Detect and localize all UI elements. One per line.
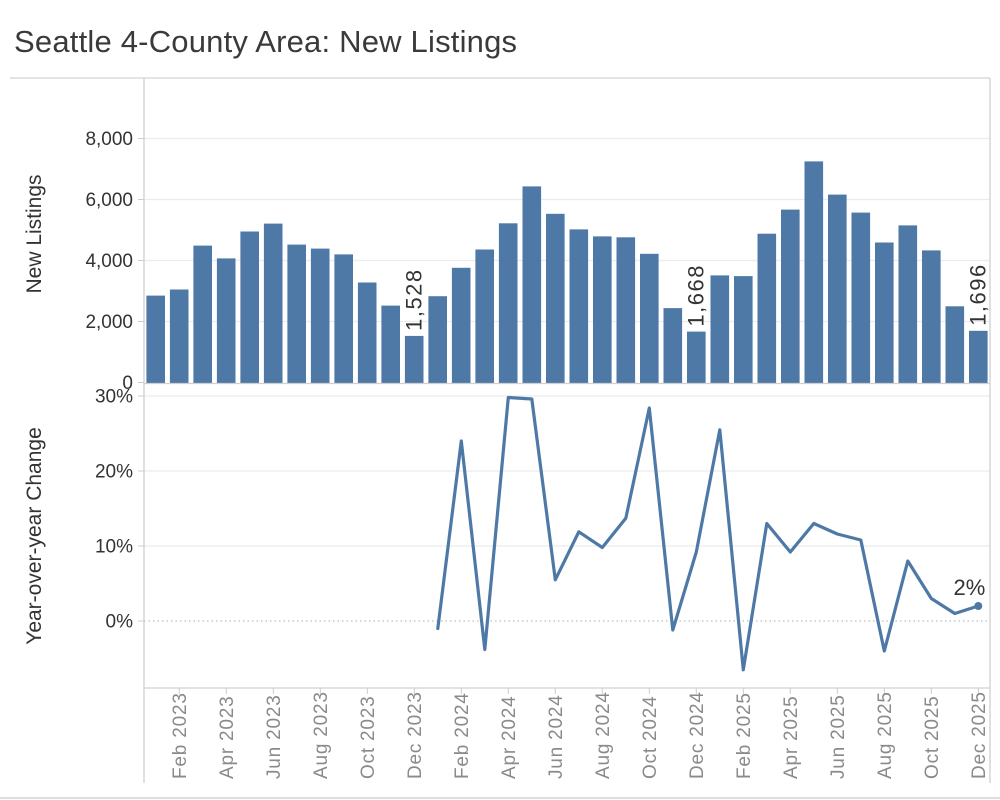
x-tick-label: Feb 2025 (734, 692, 755, 779)
bar[interactable] (169, 289, 189, 384)
x-tick-label: Aug 2025 (875, 691, 896, 779)
x-tick-label: Dec 2023 (405, 691, 426, 779)
bar[interactable] (334, 254, 353, 383)
x-tick-label: Oct 2023 (358, 695, 379, 779)
bar[interactable] (287, 244, 306, 383)
x-tick-label: Feb 2023 (170, 692, 191, 779)
bar[interactable] (687, 331, 706, 383)
bar[interactable] (710, 275, 730, 383)
y-tick-label: 8,000 (85, 129, 133, 150)
y-tick-label: 20% (95, 462, 133, 483)
bar[interactable] (569, 229, 589, 383)
bar[interactable] (851, 212, 871, 383)
bar[interactable] (310, 248, 330, 383)
bar[interactable] (616, 237, 636, 383)
bar[interactable] (640, 253, 659, 383)
x-tick-label: Jun 2024 (546, 694, 567, 779)
x-tick-label: Aug 2023 (311, 691, 332, 779)
bar[interactable] (945, 306, 965, 384)
bar-value-label: 1,528 (401, 268, 426, 331)
bar[interactable] (546, 213, 565, 383)
line-value-label: 2% (954, 575, 986, 600)
bar[interactable] (593, 236, 612, 383)
bar[interactable] (404, 335, 424, 383)
y-tick-label: 0% (106, 612, 134, 633)
bar[interactable] (381, 305, 400, 383)
bar-value-label: 1,668 (683, 264, 708, 327)
bar[interactable] (263, 223, 283, 383)
bar[interactable] (240, 231, 259, 384)
x-tick-label: Feb 2024 (452, 692, 473, 779)
bar[interactable] (922, 250, 941, 383)
bar[interactable] (451, 267, 471, 383)
bar[interactable] (475, 249, 494, 384)
line-end-marker[interactable] (974, 602, 983, 610)
x-tick-label: Apr 2025 (781, 695, 802, 779)
y-tick-label: 0 (122, 373, 133, 394)
bar[interactable] (216, 258, 236, 383)
bar[interactable] (357, 282, 377, 384)
bar[interactable] (522, 186, 542, 383)
bar[interactable] (828, 194, 847, 383)
bar[interactable] (875, 242, 894, 384)
x-tick-label: Oct 2025 (922, 695, 943, 779)
x-tick-label: Apr 2023 (217, 695, 238, 779)
bar[interactable] (757, 233, 777, 383)
bar[interactable] (663, 308, 683, 383)
bar[interactable] (146, 295, 165, 383)
x-tick-label: Oct 2024 (640, 695, 661, 779)
y-tick-label: 2,000 (85, 312, 133, 333)
x-tick-label: Apr 2024 (499, 695, 520, 779)
x-tick-label: Jun 2023 (264, 694, 285, 779)
bar[interactable] (193, 245, 212, 383)
bar[interactable] (781, 209, 800, 383)
bar-value-label: 1,696 (965, 263, 990, 326)
chart-title: Seattle 4-County Area: New Listings (14, 24, 518, 59)
bar[interactable] (734, 276, 753, 383)
x-tick-label: Aug 2024 (593, 691, 614, 779)
y-tick-label: 4,000 (85, 251, 133, 272)
x-tick-label: Dec 2024 (687, 691, 708, 779)
y-tick-label: 10% (95, 537, 133, 558)
x-tick-label: Dec 2025 (969, 691, 990, 779)
bar[interactable] (898, 225, 918, 383)
bar[interactable] (804, 161, 824, 383)
x-tick-label: Jun 2025 (828, 694, 849, 779)
y-tick-label: 6,000 (85, 190, 133, 211)
bar[interactable] (428, 296, 447, 383)
yoy-line[interactable] (436, 395, 980, 672)
bar[interactable] (969, 330, 988, 383)
bar[interactable] (498, 223, 518, 383)
y-tick-label: 30% (95, 387, 133, 408)
